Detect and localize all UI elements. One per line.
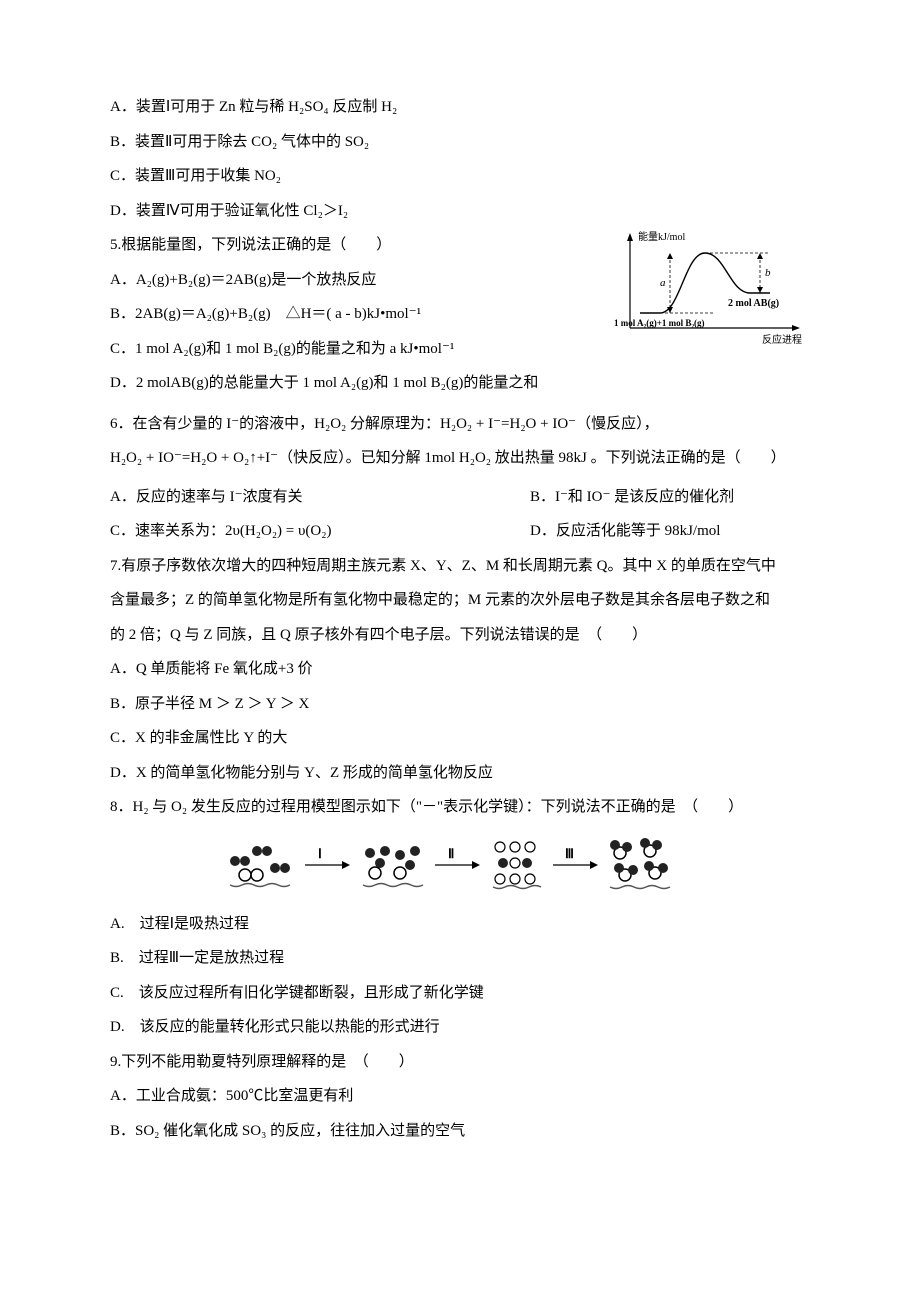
q4-option-d: D．装置Ⅳ可用于验证氧化性 Cl₂＞I₂	[110, 194, 820, 229]
q7-option-c: C．X 的非金属性比 Y 的大	[110, 721, 820, 756]
q7-stem-1: 7.有原子序数依次增大的四种短周期主族元素 X、Y、Z、M 和长周期元素 Q。其…	[110, 549, 820, 584]
stage-3	[493, 842, 541, 889]
arrow-3: Ⅲ	[553, 846, 598, 869]
q9-option-a: A．工业合成氨：500℃比室温更有利	[110, 1079, 820, 1114]
stage-2	[363, 846, 423, 887]
q7-option-a: A．Q 单质能将 Fe 氧化成+3 价	[110, 652, 820, 687]
q5-option-d: D．2 molAB(g)的总能量大于 1 mol A₂(g)和 1 mol B₂…	[110, 366, 820, 401]
q6-stem-2: H₂O₂ + IO⁻=H₂O + O₂↑+I⁻（快反应）。已知分解 1mol H…	[110, 441, 820, 476]
q4-option-c: C．装置Ⅲ可用于收集 NO₂	[110, 159, 820, 194]
q8-option-a: A. 过程Ⅰ是吸热过程	[110, 907, 820, 942]
stage-4	[610, 838, 670, 889]
q7-option-d: D．X 的简单氢化物能分别与 Y、Z 形成的简单氢化物反应	[110, 756, 820, 791]
q6-option-b: B．I⁻和 IO⁻ 是该反应的催化剂	[530, 480, 734, 515]
q6-row-ab: A．反应的速率与 I⁻浓度有关 B．I⁻和 IO⁻ 是该反应的催化剂	[110, 480, 820, 515]
stage-1	[230, 846, 290, 887]
q6-option-d: D．反应活化能等于 98kJ/mol	[530, 514, 720, 549]
q7-option-b: B．原子半径 M ＞ Z ＞ Y ＞ X	[110, 687, 820, 722]
arrow-1: Ⅰ	[305, 846, 350, 869]
q6-option-a: A．反应的速率与 I⁻浓度有关	[110, 489, 303, 505]
q6-option-c: C．速率关系为：2υ(H₂O₂) = υ(O₂)	[110, 523, 332, 539]
q7-stem-3: 的 2 倍；Q 与 Z 同族，且 Q 原子核外有四个电子层。下列说法错误的是 （…	[110, 618, 820, 653]
q9-stem: 9.下列不能用勒夏特列原理解释的是 （ ）	[110, 1045, 820, 1080]
q8-option-d: D. 该反应的能量转化形式只能以热能的形式进行	[110, 1010, 820, 1045]
q7-stem-2: 含量最多；Z 的简单氢化物是所有氢化物中最稳定的；M 元素的次外层电子数是其余各…	[110, 583, 820, 618]
q5-stem: 5.根据能量图，下列说法正确的是（ ）	[110, 228, 820, 263]
q8-stem: 8．H₂ 与 O₂ 发生反应的过程用模型图示如下（"－"表示化学键）：下列说法不…	[110, 790, 820, 825]
q5-option-b: B．2AB(g)＝A₂(g)+B₂(g) △H＝( a - b)kJ•mol⁻¹	[110, 297, 820, 332]
q6-stem-1: 6．在含有少量的 I⁻的溶液中，H₂O₂ 分解原理为：H₂O₂ + I⁻=H₂O…	[110, 407, 820, 442]
q8-option-c: C. 该反应过程所有旧化学键都断裂，且形成了新化学键	[110, 976, 820, 1011]
q9-option-b: B．SO₂ 催化氧化成 SO₃ 的反应，往往加入过量的空气	[110, 1114, 820, 1149]
q5-option-c: C．1 mol A₂(g)和 1 mol B₂(g)的能量之和为 a kJ•mo…	[110, 332, 820, 367]
q5-option-a: A．A₂(g)+B₂(g)＝2AB(g)是一个放热反应	[110, 263, 820, 298]
q4-option-b: B．装置Ⅱ可用于除去 CO₂ 气体中的 SO₂	[110, 125, 820, 160]
q4-option-a: A．装置Ⅰ可用于 Zn 粒与稀 H₂SO₄ 反应制 H₂	[110, 90, 820, 125]
q6-row-cd: C．速率关系为：2υ(H₂O₂) = υ(O₂) D．反应活化能等于 98kJ/…	[110, 514, 820, 549]
svg-text:Ⅱ: Ⅱ	[448, 846, 454, 861]
svg-text:Ⅲ: Ⅲ	[565, 846, 574, 861]
reaction-model-diagram: Ⅰ Ⅱ Ⅲ	[205, 833, 725, 899]
svg-text:Ⅰ: Ⅰ	[318, 846, 322, 861]
arrow-2: Ⅱ	[435, 846, 480, 869]
q8-option-b: B. 过程Ⅲ一定是放热过程	[110, 941, 820, 976]
